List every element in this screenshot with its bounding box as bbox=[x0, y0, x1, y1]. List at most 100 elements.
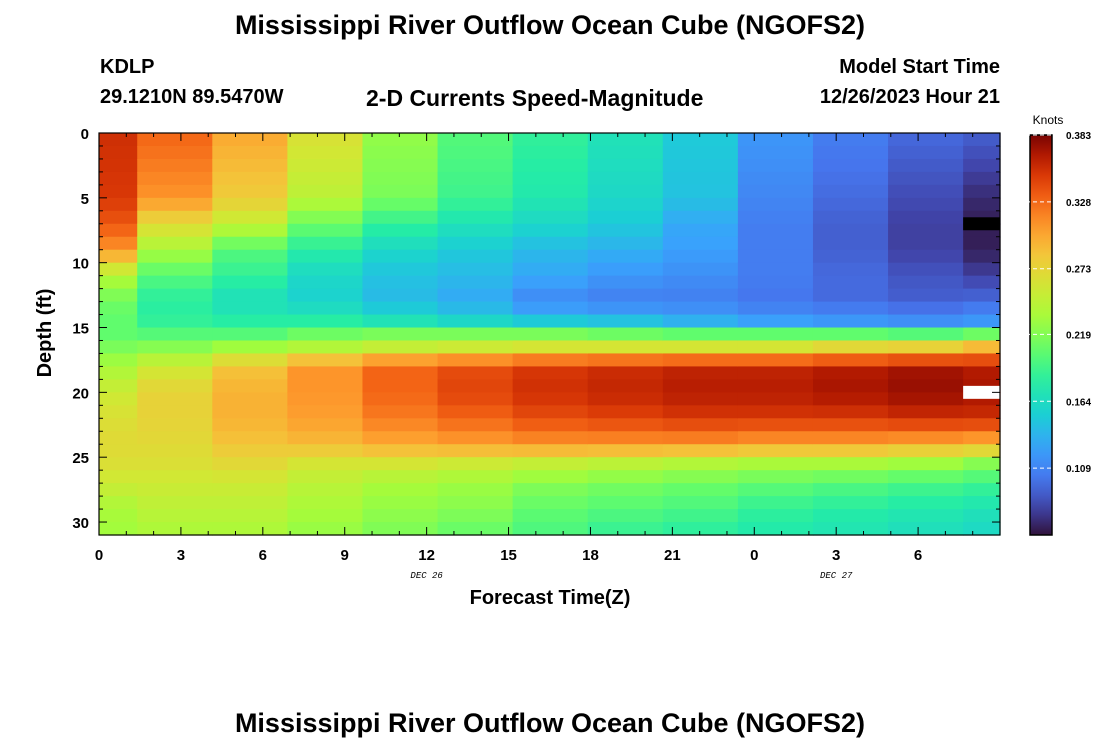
heatmap-cell bbox=[812, 288, 889, 303]
heatmap-cell bbox=[587, 431, 664, 445]
heatmap-cell bbox=[812, 483, 889, 497]
heatmap-cell bbox=[512, 496, 589, 510]
heatmap-cell bbox=[662, 340, 739, 355]
heatmap-cell bbox=[737, 418, 814, 432]
heatmap-cell bbox=[512, 470, 589, 484]
heatmap-cell bbox=[888, 236, 964, 251]
heatmap-cell bbox=[963, 431, 1001, 445]
heatmap-cell bbox=[287, 210, 364, 225]
heatmap-cell bbox=[587, 496, 664, 510]
heatmap-cell bbox=[137, 275, 213, 290]
heatmap-cell bbox=[737, 236, 814, 251]
heatmap-cell bbox=[437, 210, 514, 225]
heatmap-cell bbox=[137, 301, 213, 316]
heatmap-cell bbox=[437, 158, 514, 173]
heatmap-cell bbox=[137, 509, 213, 523]
heatmap-cell bbox=[212, 210, 288, 225]
heatmap-cell bbox=[99, 236, 138, 251]
heatmap-cell bbox=[437, 275, 514, 290]
colorbar-units-label: Knots bbox=[1033, 113, 1064, 127]
heatmap-cell bbox=[512, 522, 589, 536]
heatmap-cell bbox=[137, 184, 213, 199]
heatmap-cell bbox=[737, 366, 814, 380]
heatmap-cell bbox=[737, 145, 814, 160]
heatmap-cell bbox=[737, 509, 814, 523]
heatmap-cell bbox=[212, 522, 288, 536]
y-tick-label: 20 bbox=[72, 385, 89, 402]
heatmap-cell bbox=[137, 145, 213, 160]
heatmap-cell bbox=[812, 133, 889, 147]
heatmap-cell bbox=[362, 223, 439, 238]
heatmap-cell bbox=[963, 470, 1001, 484]
heatmap-cell bbox=[737, 301, 814, 316]
heatmap-cell bbox=[587, 405, 664, 419]
heatmap-cell bbox=[287, 366, 364, 380]
heatmap-cell bbox=[437, 145, 514, 160]
heatmap-cell bbox=[888, 314, 964, 329]
heatmap-cell bbox=[888, 262, 964, 277]
heatmap-cell bbox=[812, 223, 889, 238]
heatmap-cell bbox=[812, 314, 889, 329]
heatmap-cell bbox=[888, 431, 964, 445]
heatmap-cell bbox=[362, 457, 439, 471]
heatmap-cell bbox=[888, 197, 964, 212]
heatmap-cell bbox=[99, 327, 138, 342]
heatmap-cell bbox=[99, 366, 138, 380]
heatmap-cell bbox=[437, 496, 514, 510]
heatmap-cell bbox=[512, 353, 589, 368]
heatmap-cell bbox=[512, 301, 589, 316]
heatmap-cell bbox=[212, 314, 288, 329]
heatmap-cell bbox=[512, 145, 589, 160]
heatmap-cell bbox=[888, 405, 964, 419]
heatmap-cell bbox=[212, 133, 288, 147]
heatmap-cell bbox=[137, 444, 213, 458]
heatmap-cell bbox=[437, 236, 514, 251]
colorbar bbox=[1029, 134, 1053, 536]
heatmap-cell bbox=[362, 158, 439, 173]
heatmap-cell bbox=[437, 301, 514, 316]
heatmap-cell bbox=[963, 236, 1001, 251]
heatmap-cell bbox=[287, 379, 364, 393]
heatmap-cell bbox=[662, 522, 739, 536]
heatmap-cell bbox=[587, 133, 664, 147]
heatmap-cell bbox=[812, 405, 889, 419]
colorbar-tick-label: 0.164 bbox=[1066, 397, 1091, 408]
heatmap-cell bbox=[99, 444, 138, 458]
heatmap-cell bbox=[437, 171, 514, 186]
heatmap-cell bbox=[587, 197, 664, 212]
heatmap-cell bbox=[587, 340, 664, 355]
heatmap-cell bbox=[812, 366, 889, 380]
heatmap-cell bbox=[362, 444, 439, 458]
heatmap-cell bbox=[287, 327, 364, 342]
heatmap-cells bbox=[99, 133, 1001, 536]
heatmap-cell bbox=[812, 379, 889, 393]
heatmap-cell bbox=[737, 444, 814, 458]
heatmap-cell bbox=[587, 470, 664, 484]
heatmap-cell bbox=[99, 353, 138, 368]
heatmap-cell bbox=[99, 340, 138, 355]
heatmap-cell bbox=[437, 366, 514, 380]
x-axis: 0 3 6 9 12 15 18 21 0 3 6 DEC 26 DEC 27 bbox=[95, 133, 1001, 581]
heatmap-cell bbox=[362, 366, 439, 380]
heatmap-cell bbox=[437, 470, 514, 484]
heatmap-cell bbox=[137, 236, 213, 251]
heatmap-cell bbox=[737, 275, 814, 290]
heatmap-cell bbox=[99, 249, 138, 264]
heatmap-cell bbox=[362, 236, 439, 251]
heatmap-cell bbox=[662, 184, 739, 199]
heatmap-cell bbox=[963, 327, 1001, 342]
x-tick-label: 21 bbox=[664, 547, 681, 564]
heatmap-cell bbox=[137, 379, 213, 393]
heatmap-cell bbox=[812, 158, 889, 173]
heatmap-cell bbox=[287, 340, 364, 355]
heatmap-cell bbox=[137, 327, 213, 342]
heatmap-cell bbox=[812, 457, 889, 471]
heatmap-cell bbox=[212, 171, 288, 186]
heatmap-cell bbox=[137, 418, 213, 432]
heatmap-cell bbox=[737, 405, 814, 419]
heatmap-cell bbox=[512, 249, 589, 264]
heatmap-cell bbox=[99, 509, 138, 523]
heatmap-cell bbox=[212, 496, 288, 510]
heatmap-cell bbox=[587, 483, 664, 497]
heatmap-cell bbox=[287, 236, 364, 251]
